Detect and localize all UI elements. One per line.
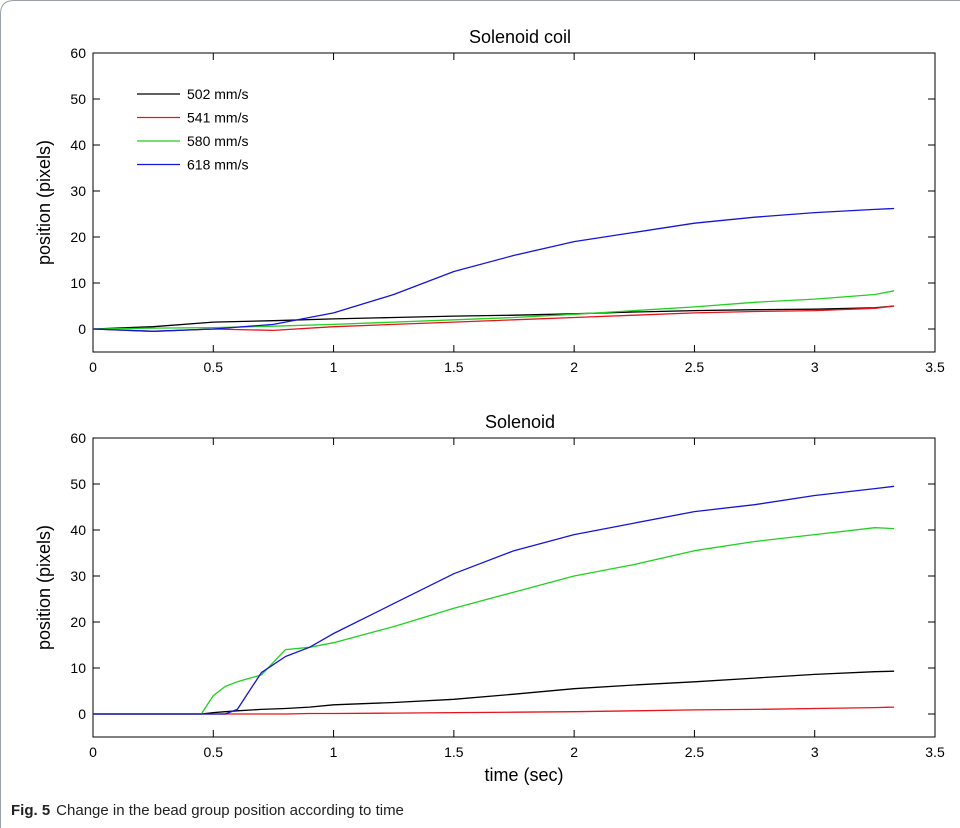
x-tick-label: 3.5 [925,744,945,760]
x-tick-label: 2.5 [685,359,705,375]
plot-area [92,52,936,353]
legend-label: 541 mm/s [187,110,248,126]
chart-solenoid: 0 0.5 1 1.5 2 2.5 3 3.5 0 10 20 30 40 50 60 Solenoid pos… [34,412,945,785]
y-tick-label: 40 [70,137,86,153]
x-tick-label: 1.5 [444,744,464,760]
x-tick-label: 3 [811,744,819,760]
y-axis-label: position (pixels) [34,140,54,265]
x-axis-label: time (sec) [484,765,563,785]
x-tick-label: 2 [570,359,578,375]
caption-label: Fig. 5 [11,802,51,819]
y-tick-label: 0 [78,321,86,337]
plot-area [92,437,936,738]
x-tick-label: 0 [89,359,97,375]
legend-label: 618 mm/s [187,157,248,173]
legend-label: 580 mm/s [187,133,248,149]
legend-label: 502 mm/s [187,86,248,102]
y-tick-label: 10 [70,660,86,676]
x-tick-label: 2.5 [685,744,705,760]
y-tick-label: 40 [70,522,86,538]
x-tick-label: 3 [811,359,819,375]
y-tick-label: 60 [70,430,86,446]
series-line [93,670,895,715]
chart-title: Solenoid coil [469,27,571,47]
y-tick-label: 50 [70,476,86,492]
y-tick-label: 0 [78,706,86,722]
caption-text: Change in the bead group position accord… [56,802,404,819]
y-tick-label: 10 [70,275,86,291]
series-line [93,527,895,715]
series-line [93,485,895,715]
chart-solenoid-coil: 0 0.5 1 1.5 2 2.5 3 3.5 0 10 20 30 40 50 60 Solenoid co… [34,27,945,375]
x-tick-label: 1 [330,359,338,375]
y-axis-label: position (pixels) [34,525,54,650]
y-tick-label: 20 [70,229,86,245]
x-tick-label: 0 [89,744,97,760]
x-tick-label: 1 [330,744,338,760]
y-tick-label: 60 [70,45,86,61]
x-tick-label: 3.5 [925,359,945,375]
y-tick-label: 30 [70,568,86,584]
x-tick-label: 1.5 [444,359,464,375]
chart-title: Solenoid [485,412,555,432]
x-tick-label: 0.5 [204,359,224,375]
x-tick-label: 2 [570,744,578,760]
figure-caption: Fig. 5 Change in the bead group position … [11,802,404,819]
y-tick-label: 30 [70,183,86,199]
series-line [92,207,895,332]
series-line [92,305,895,332]
y-tick-label: 20 [70,614,86,630]
y-tick-label: 50 [70,91,86,107]
series-line [92,305,895,330]
x-tick-label: 0.5 [204,744,224,760]
